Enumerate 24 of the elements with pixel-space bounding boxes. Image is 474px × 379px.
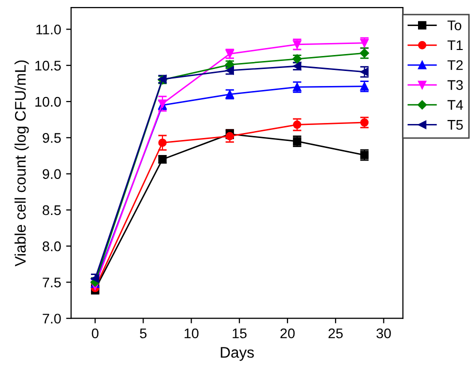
legend-label: T2 xyxy=(448,60,463,70)
y-tick-label: 8.0 xyxy=(42,241,61,252)
y-tick-label: 7.0 xyxy=(42,314,61,324)
legend-label: T3 xyxy=(448,80,463,90)
x-tick-label: 15 xyxy=(232,328,247,338)
x-tick-label: 0 xyxy=(92,328,98,338)
y-tick-label: 7.5 xyxy=(42,278,61,288)
x-tick-label: 10 xyxy=(184,328,198,338)
legend-label: T5 xyxy=(448,120,463,130)
x-tick-label: 20 xyxy=(280,328,295,338)
y-tick-label: 10.5 xyxy=(35,60,61,71)
x-tick-label: 25 xyxy=(328,328,343,338)
y-tick-label: 9.0 xyxy=(42,169,61,179)
x-axis-title: Days xyxy=(220,347,254,361)
legend-label: T4 xyxy=(448,100,463,110)
x-tick-label: 30 xyxy=(376,328,391,338)
y-tick-label: 8.5 xyxy=(42,205,61,216)
legend-label: T1 xyxy=(448,40,463,50)
y-tick-label: 10.0 xyxy=(35,96,61,107)
legend-label: To xyxy=(448,20,462,30)
x-tick-label: 5 xyxy=(140,328,147,338)
y-tick-label: 11.0 xyxy=(36,24,61,34)
y-axis-title: Viable cell count (log CFU/mL) xyxy=(14,60,29,266)
y-tick-label: 9.5 xyxy=(42,133,61,143)
